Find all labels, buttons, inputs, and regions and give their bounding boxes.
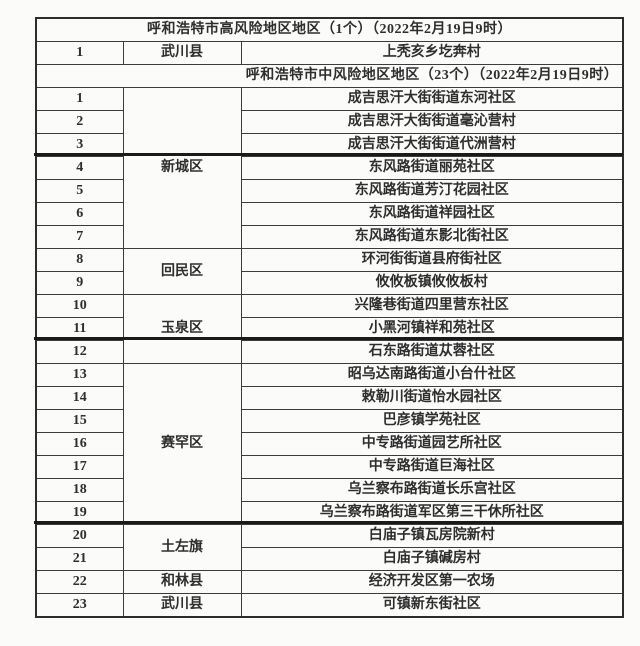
row-number-cell: 17 xyxy=(35,455,124,479)
district-cell: 回民区 xyxy=(122,248,242,295)
area-cell: 环河街街道县府街社区 xyxy=(240,248,624,272)
table-row: 18 乌兰察布路街道长乐宫社区 xyxy=(35,478,624,502)
table-row: 22 和林县 经济开发区第一农场 xyxy=(35,570,624,594)
row-number-cell: 15 xyxy=(35,409,124,433)
row-number-cell: 23 xyxy=(35,593,124,618)
row-number-cell: 13 xyxy=(35,363,124,387)
high-risk-section-header: 呼和浩特市高风险地区地区（1个）（2022年2月19日9时） xyxy=(35,17,624,42)
table-row: 17 中专路街道巨海社区 xyxy=(35,455,624,479)
row-number-cell: 19 xyxy=(35,501,124,525)
high-risk-header-row: 呼和浩特市高风险地区地区（1个）（2022年2月19日9时） xyxy=(35,17,624,42)
table-row: 14 敕勒川街道怡水园社区 xyxy=(35,386,624,410)
row-number-cell: 3 xyxy=(35,133,124,157)
row-number-cell: 20 xyxy=(35,524,124,548)
row-number-cell: 1 xyxy=(35,41,124,65)
row-number-cell: 22 xyxy=(35,570,124,594)
district-cell: 赛罕区 xyxy=(122,363,242,525)
area-cell: 东风路街道丽苑社区 xyxy=(240,156,624,180)
area-cell: 中专路街道巨海社区 xyxy=(240,455,624,479)
table-row: 9 攸攸板镇攸攸板村 xyxy=(35,271,624,295)
area-cell: 中专路街道园艺所社区 xyxy=(240,432,624,456)
area-cell: 敕勒川街道怡水园社区 xyxy=(240,386,624,410)
row-number-cell: 16 xyxy=(35,432,124,456)
area-cell: 乌兰察布路街道长乐宫社区 xyxy=(240,478,624,502)
area-cell: 成吉思汗大街街道东河社区 xyxy=(240,87,624,111)
area-cell: 上秃亥乡圪奔村 xyxy=(240,41,624,65)
district-cell: 新城区 xyxy=(122,87,242,249)
table-row: 4 东风路街道丽苑社区 xyxy=(35,156,624,180)
table-row: 5 东风路街道芳汀花园社区 xyxy=(35,179,624,203)
row-number-cell: 6 xyxy=(35,202,124,226)
area-cell: 东风路街道芳汀花园社区 xyxy=(240,179,624,203)
area-cell: 石东路街道苁蓉社区 xyxy=(240,340,624,364)
row-number-cell: 21 xyxy=(35,547,124,571)
table-row: 7 东风路街道东影北街社区 xyxy=(35,225,624,249)
district-cell: 武川县 xyxy=(122,41,242,65)
table-row: 13 赛罕区 昭乌达南路街道小台什社区 xyxy=(35,363,624,525)
table-row: 20 土左旗 白庙子镇瓦房院新村 xyxy=(35,524,624,571)
district-cell: 土左旗 xyxy=(122,524,242,571)
table-row: 15 巴彦镇学苑社区 xyxy=(35,409,624,433)
area-cell: 巴彦镇学苑社区 xyxy=(240,409,624,433)
mid-risk-header-row: 呼和浩特市中风险地区地区（23个）（2022年2月19日9时） xyxy=(35,64,624,88)
area-cell: 白庙子镇瓦房院新村 xyxy=(240,524,624,548)
table-row: 8 回民区 环河街街道县府街社区 xyxy=(35,248,624,295)
row-number-cell: 10 xyxy=(35,294,124,318)
table-row: 1 新城区 成吉思汗大街街道东河社区 xyxy=(35,87,624,249)
area-cell: 成吉思汗大街街道代洲营村 xyxy=(240,133,624,157)
area-cell: 可镇新东街社区 xyxy=(240,593,624,618)
table-row: 23 武川县 可镇新东街社区 xyxy=(35,593,624,618)
row-number-cell: 8 xyxy=(35,248,124,272)
district-cell: 和林县 xyxy=(122,570,242,594)
row-number-cell: 1 xyxy=(35,87,124,111)
mid-risk-section-header: 呼和浩特市中风险地区地区（23个）（2022年2月19日9时） xyxy=(35,64,624,88)
row-number-cell: 2 xyxy=(35,110,124,134)
table-row: 6 东风路街道祥园社区 xyxy=(35,202,624,226)
table-row: 10 玉泉区 兴隆巷街道四里营东社区 xyxy=(35,294,624,364)
area-cell: 白庙子镇碱房村 xyxy=(240,547,624,571)
row-number-cell: 18 xyxy=(35,478,124,502)
row-number-cell: 11 xyxy=(35,317,124,341)
district-cell: 玉泉区 xyxy=(122,294,242,364)
area-cell: 经济开发区第一农场 xyxy=(240,570,624,594)
area-cell: 攸攸板镇攸攸板村 xyxy=(240,271,624,295)
area-cell: 乌兰察布路街道军区第三干休所社区 xyxy=(240,501,624,525)
area-cell: 兴隆巷街道四里营东社区 xyxy=(240,294,624,318)
district-cell: 武川县 xyxy=(122,593,242,618)
row-number-cell: 7 xyxy=(35,225,124,249)
risk-table-wrap: 呼和浩特市高风险地区地区（1个）（2022年2月19日9时） 1 武川县 上秃亥… xyxy=(34,17,625,618)
area-cell: 成吉思汗大街街道毫沁营村 xyxy=(240,110,624,134)
area-cell: 小黑河镇祥和苑社区 xyxy=(240,317,624,341)
row-number-cell: 5 xyxy=(35,179,124,203)
row-number-cell: 4 xyxy=(35,156,124,180)
row-number-cell: 12 xyxy=(35,340,124,364)
row-number-cell: 14 xyxy=(35,386,124,410)
table-row: 1 武川县 上秃亥乡圪奔村 xyxy=(35,41,624,65)
area-cell: 昭乌达南路街道小台什社区 xyxy=(240,363,624,387)
row-number-cell: 9 xyxy=(35,271,124,295)
risk-area-table: 呼和浩特市高风险地区地区（1个）（2022年2月19日9时） 1 武川县 上秃亥… xyxy=(35,17,625,618)
area-cell: 东风路街道东影北街社区 xyxy=(240,225,624,249)
area-cell: 东风路街道祥园社区 xyxy=(240,202,624,226)
